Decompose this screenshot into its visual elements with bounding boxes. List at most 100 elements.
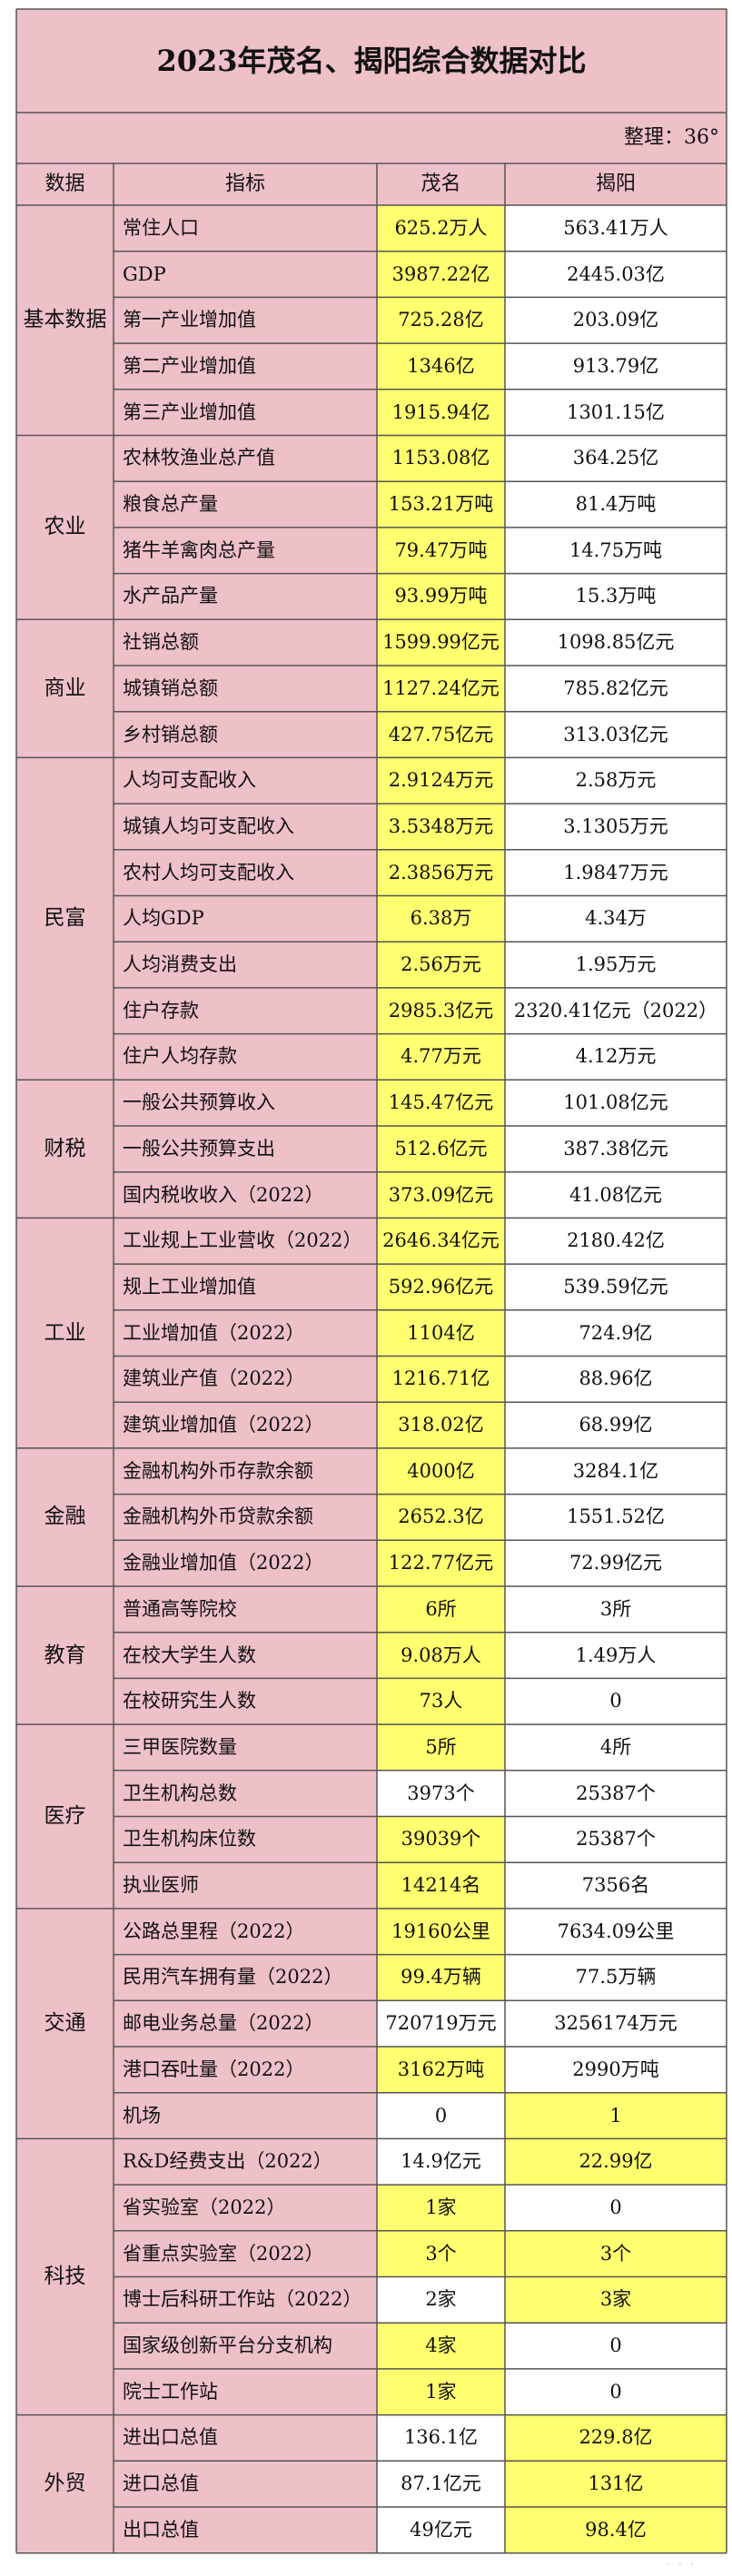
jieyang-value: 98.4亿 xyxy=(585,2518,647,2541)
maoming-cell-bg xyxy=(377,1816,505,1863)
category-cell: 工业 xyxy=(44,1320,86,1345)
maoming-value: 39039个 xyxy=(401,1828,481,1851)
indicator-cell: 金融业增加值（2022） xyxy=(123,1552,324,1574)
maoming-cell-bg xyxy=(377,297,505,344)
jieyang-cell-bg xyxy=(505,1954,727,2001)
maoming-cell-bg xyxy=(377,1447,505,1495)
maoming-value: 6.38万 xyxy=(410,907,472,930)
jieyang-value: 785.82亿元 xyxy=(563,676,668,699)
indicator-cell: 第三产业增加值 xyxy=(123,400,256,423)
maoming-cell-bg xyxy=(377,619,505,666)
maoming-cell-bg xyxy=(377,573,505,620)
jieyang-cell-bg xyxy=(505,1218,727,1265)
maoming-value: 1家 xyxy=(425,2196,457,2218)
jieyang-cell-bg xyxy=(505,1540,727,1586)
indicator-cell: 卫生机构总数 xyxy=(123,1781,237,1804)
indicator-cell: 在校大学生人数 xyxy=(123,1643,256,1666)
category-cell: 教育 xyxy=(44,1643,86,1667)
indicator-cell: 国家级创新平台分支机构 xyxy=(123,2334,332,2357)
maoming-cell-bg xyxy=(377,1908,505,1955)
jieyang-cell-bg xyxy=(505,1264,727,1310)
maoming-cell-bg xyxy=(377,2185,505,2231)
indicator-cell: 金融机构外币贷款余额 xyxy=(123,1505,313,1528)
maoming-cell-bg xyxy=(377,666,505,712)
maoming-cell-bg xyxy=(377,2368,505,2415)
maoming-cell-bg xyxy=(377,1586,505,1633)
jieyang-value: 364.25亿 xyxy=(572,447,659,469)
jieyang-cell-bg xyxy=(505,1309,727,1357)
maoming-value: 3个 xyxy=(425,2242,457,2265)
maoming-cell-bg xyxy=(377,1632,505,1679)
maoming-cell-bg xyxy=(377,1356,505,1403)
maoming-cell-bg xyxy=(377,942,505,988)
watermark: · · · xyxy=(666,2558,696,2572)
jieyang-value: 1.9847万元 xyxy=(563,861,668,883)
indicator-cell: R&D经费支出（2022） xyxy=(123,2150,332,2173)
maoming-cell-bg xyxy=(377,2507,505,2553)
maoming-value: 99.4万辆 xyxy=(401,1966,481,1989)
header-band-bg xyxy=(16,9,727,205)
maoming-value: 122.77亿元 xyxy=(388,1552,494,1574)
indicator-cell: 建筑业增加值（2022） xyxy=(123,1414,324,1436)
jieyang-value: 387.38亿元 xyxy=(563,1137,668,1160)
jieyang-value: 4.34万 xyxy=(585,907,647,930)
maoming-value: 9.08万人 xyxy=(401,1643,481,1666)
header-indicator: 指标 xyxy=(224,173,265,195)
jieyang-value: 25387个 xyxy=(576,1828,656,1851)
jieyang-cell-bg xyxy=(505,297,727,344)
jieyang-value: 3284.1亿 xyxy=(572,1459,659,1482)
maoming-value: 725.28亿 xyxy=(398,309,484,331)
maoming-cell-bg xyxy=(377,1770,505,1817)
maoming-value: 2646.34亿元 xyxy=(382,1229,500,1252)
maoming-value: 6所 xyxy=(425,1597,457,1620)
jieyang-cell-bg xyxy=(505,1126,727,1172)
indicator-cell: 三甲医院数量 xyxy=(123,1735,237,1758)
jieyang-cell-bg xyxy=(505,1171,727,1219)
jieyang-cell-bg xyxy=(505,1080,727,1126)
jieyang-value: 7356名 xyxy=(581,1874,650,1897)
maoming-value: 3162万吨 xyxy=(397,2058,485,2080)
maoming-cell-bg xyxy=(377,1402,505,1448)
jieyang-value: 3.1305万元 xyxy=(563,814,668,837)
jieyang-value: 313.03亿元 xyxy=(563,723,668,745)
maoming-cell-bg xyxy=(377,1678,505,1725)
maoming-cell-bg xyxy=(377,2047,505,2093)
jieyang-cell-bg xyxy=(505,2230,727,2277)
group-bg xyxy=(16,205,377,436)
maoming-cell-bg xyxy=(377,1540,505,1586)
indicator-cell: 城镇销总额 xyxy=(123,676,218,699)
indicator-cell: 省重点实验室（2022） xyxy=(123,2242,324,2265)
indicator-cell: 社销总额 xyxy=(123,631,199,654)
indicator-cell: 建筑业产值（2022） xyxy=(123,1367,305,1390)
jieyang-value: 1.49万人 xyxy=(575,1643,657,1666)
jieyang-cell-bg xyxy=(505,2276,727,2324)
maoming-value: 3.5348万元 xyxy=(388,814,494,837)
indicator-cell: 省实验室（2022） xyxy=(123,2196,286,2218)
jieyang-value: 3所 xyxy=(599,1597,632,1620)
maoming-cell-bg xyxy=(377,849,505,896)
compiler-note: 整理：36° xyxy=(624,126,719,149)
jieyang-cell-bg xyxy=(505,1862,727,1909)
jieyang-cell-bg xyxy=(505,1770,727,1817)
maoming-value: 3973个 xyxy=(407,1781,475,1804)
jieyang-cell-bg xyxy=(505,2138,727,2186)
maoming-cell-bg xyxy=(377,389,505,436)
indicator-cell: 进出口总值 xyxy=(123,2426,218,2449)
maoming-value: 625.2万人 xyxy=(394,216,488,239)
group-bg xyxy=(16,619,377,758)
group-bg xyxy=(16,1447,377,1586)
jieyang-value: 41.08亿元 xyxy=(569,1183,663,1206)
maoming-cell-bg xyxy=(377,1494,505,1541)
maoming-cell-bg xyxy=(377,527,505,574)
indicator-cell: 水产品产量 xyxy=(123,585,218,607)
jieyang-value: 0 xyxy=(609,2380,622,2403)
indicator-cell: 城镇人均可支配收入 xyxy=(123,814,294,837)
jieyang-cell-bg xyxy=(505,435,727,482)
indicator-cell: 工业增加值（2022） xyxy=(123,1321,305,1344)
indicator-cell: 进口总值 xyxy=(123,2472,199,2495)
maoming-cell-bg xyxy=(377,2000,505,2047)
jieyang-value: 15.3万吨 xyxy=(575,585,657,607)
indicator-cell: 农林牧渔业总产值 xyxy=(123,447,275,469)
maoming-cell-bg xyxy=(377,1033,505,1081)
